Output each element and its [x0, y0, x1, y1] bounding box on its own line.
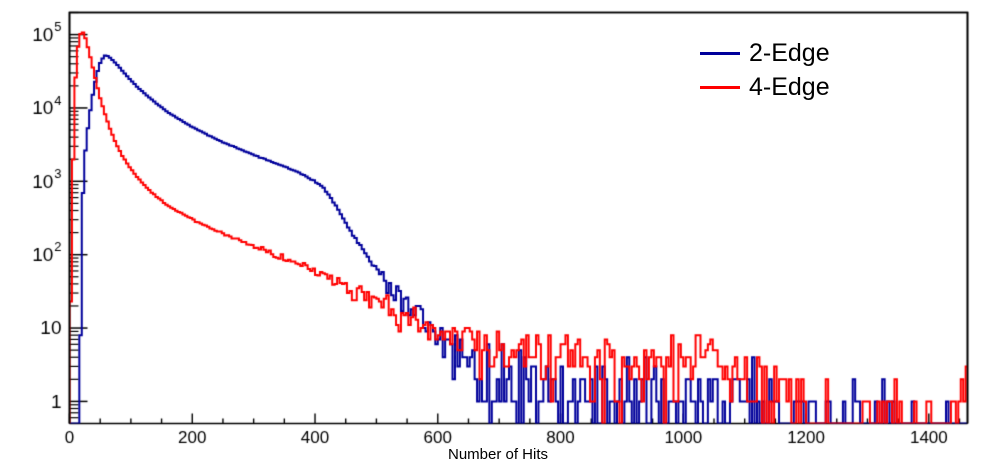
x-axis-title: Number of Hits [447, 446, 549, 463]
legend: 2-Edge 4-Edge [700, 36, 920, 104]
legend-entry-4-edge[interactable]: 4-Edge [700, 70, 920, 104]
legend-swatch-2-edge [700, 51, 740, 55]
legend-label-4-edge: 4-Edge [749, 72, 830, 101]
legend-entry-2-edge[interactable]: 2-Edge [700, 36, 920, 70]
legend-label-2-edge: 2-Edge [749, 38, 830, 67]
legend-swatch-4-edge [700, 85, 740, 89]
